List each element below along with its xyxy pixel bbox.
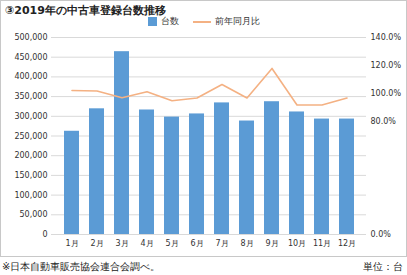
svg-text:250,000: 250,000	[14, 132, 47, 141]
svg-text:9月: 9月	[265, 239, 278, 248]
svg-text:1月: 1月	[65, 239, 78, 248]
html-text:③2019年の中古車登録台数推移: ③2019年の中古車登録台数推移	[5, 4, 166, 17]
svg-text:11月: 11月	[313, 239, 331, 248]
svg-text:400,000: 400,000	[14, 72, 47, 81]
svg-text:2月: 2月	[90, 239, 103, 248]
svg-text:100.0%: 100.0%	[371, 89, 402, 98]
svg-text:50,000: 50,000	[20, 210, 48, 219]
svg-text:8月: 8月	[240, 239, 253, 248]
svg-text:5月: 5月	[165, 239, 178, 248]
html-text:前年同月比: 前年同月比	[214, 16, 260, 26]
svg-text:6月: 6月	[190, 239, 203, 248]
svg-text:7月: 7月	[215, 239, 228, 248]
svg-text:0.0%: 0.0%	[371, 230, 392, 239]
svg-text:200,000: 200,000	[14, 151, 47, 160]
svg-text:140.0%: 140.0%	[371, 33, 402, 42]
svg-text:100,000: 100,000	[14, 191, 47, 200]
svg-text:12月: 12月	[338, 239, 356, 248]
svg-text:350,000: 350,000	[14, 92, 47, 101]
svg-text:500,000: 500,000	[14, 33, 47, 42]
svg-text:120.0%: 120.0%	[371, 61, 402, 70]
svg-text:3月: 3月	[115, 239, 128, 248]
html-text:単位：台: 単位：台	[363, 261, 403, 272]
svg-text:4月: 4月	[140, 239, 153, 248]
svg-text:450,000: 450,000	[14, 53, 47, 62]
svg-text:10月: 10月	[288, 239, 306, 248]
svg-text:0: 0	[42, 230, 47, 239]
html-text:※日本自動車販売協会連合会調べ。: ※日本自動車販売協会連合会調べ。	[2, 261, 161, 272]
html-text:台数: 台数	[160, 16, 179, 26]
svg-text:300,000: 300,000	[14, 112, 47, 121]
svg-text:150,000: 150,000	[14, 171, 47, 180]
svg-text:80.0%: 80.0%	[371, 117, 397, 126]
